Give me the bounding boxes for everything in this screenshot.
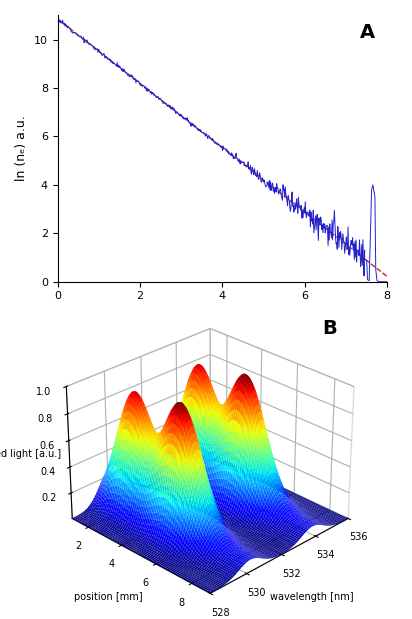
Text: A: A <box>360 24 375 43</box>
Y-axis label: ln (nₑ) a.u.: ln (nₑ) a.u. <box>15 116 28 181</box>
X-axis label: wavelength [nm]: wavelength [nm] <box>270 592 354 602</box>
Y-axis label: position [mm]: position [mm] <box>74 592 143 602</box>
X-axis label: energy (eV): energy (eV) <box>186 307 259 320</box>
Text: B: B <box>323 319 337 338</box>
